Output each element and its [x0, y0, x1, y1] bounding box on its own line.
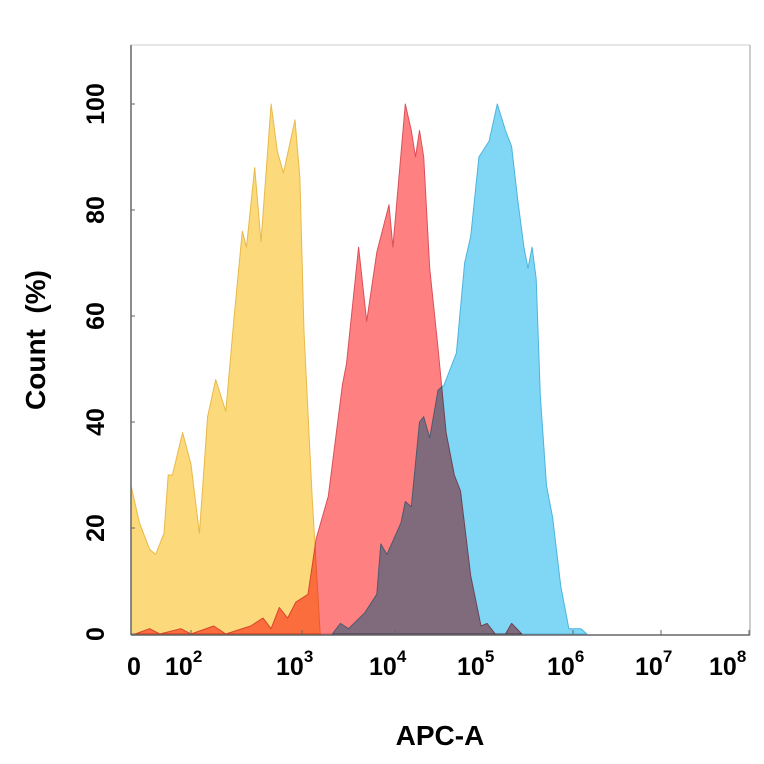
x-tick-label: 102: [165, 647, 202, 681]
y-tick-label: 40: [82, 408, 110, 436]
x-tick-label: 108: [709, 647, 746, 681]
histogram-series-3: [134, 103, 523, 635]
histogram-series-1: [130, 103, 321, 635]
x-tick-label: 107: [635, 647, 672, 681]
y-tick-label: 20: [82, 514, 110, 542]
y-axis-title: Count (%): [20, 270, 51, 410]
x-tick-label: 106: [547, 647, 584, 681]
x-tick-label: 0: [127, 653, 141, 681]
x-tick-label: 103: [276, 647, 313, 681]
y-axis-ticks: 0 20 40 60 80 100: [82, 83, 135, 641]
y-tick-label: 100: [82, 83, 110, 125]
x-tick-label: 104: [369, 647, 407, 681]
x-tick-label: 105: [457, 647, 494, 681]
y-tick-label: 80: [82, 196, 110, 224]
x-axis-ticks: 0 102 103 104 105 106 107 108: [127, 630, 750, 681]
x-axis-title: APC-A: [396, 720, 485, 751]
y-tick-label: 0: [82, 627, 110, 641]
y-tick-label: 60: [82, 302, 110, 330]
series-layer: [130, 103, 588, 635]
